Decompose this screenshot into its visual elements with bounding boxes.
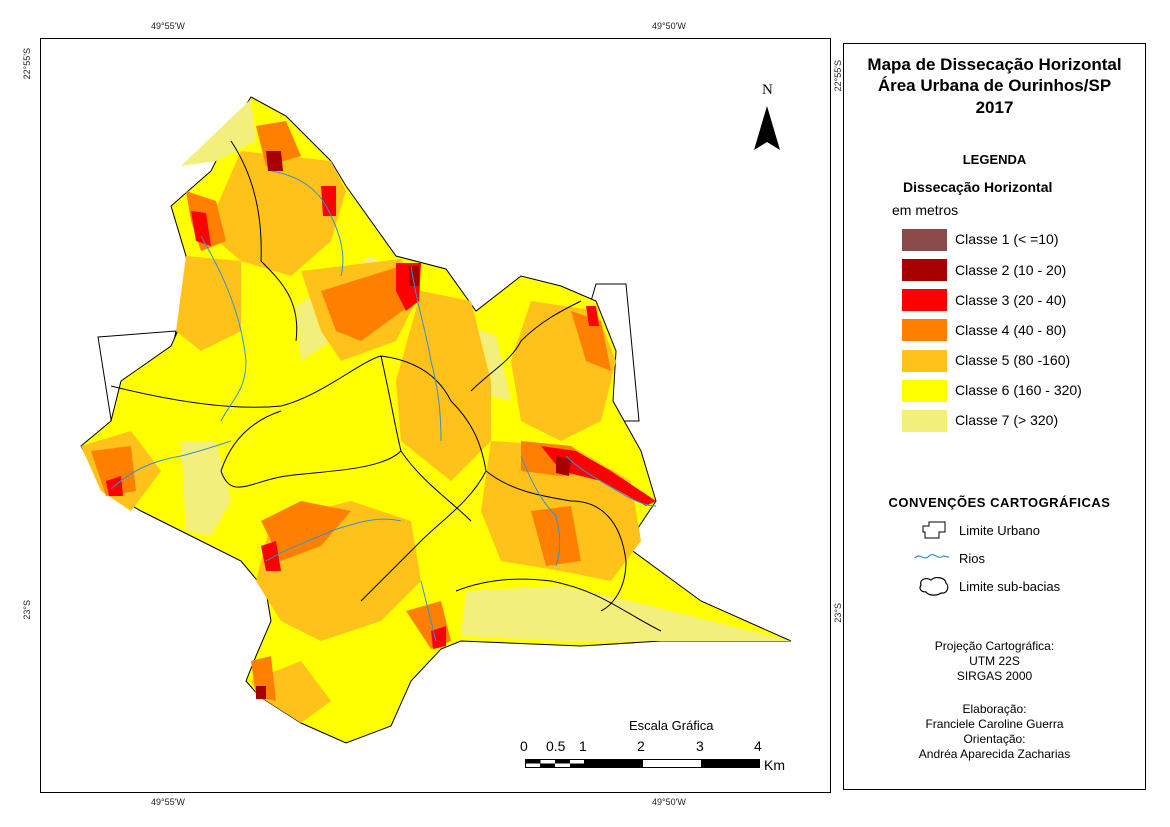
- coord-right-top: 22°55'S: [833, 60, 843, 92]
- projection-utm: UTM 22S: [969, 654, 1020, 668]
- class2-channel-1: [266, 151, 283, 171]
- class4-label: Classe 4 (40 - 80): [955, 322, 1067, 338]
- coord-bottom-right: 49°50'W: [652, 797, 686, 807]
- class5-area-8: [176, 256, 241, 351]
- credits-elaboration-label: Elaboração:: [962, 702, 1027, 716]
- credits-advisor: Andréa Aparecida Zacharias: [918, 747, 1071, 761]
- class7-area-north: [181, 99, 256, 166]
- conventions-heading: CONVENÇÕES CARTOGRÁFICAS: [888, 495, 1111, 510]
- legend-subheading: Dissecação Horizontal: [903, 179, 1053, 195]
- class2-label: Classe 2 (10 - 20): [955, 262, 1067, 278]
- class2-swatch: [902, 259, 947, 281]
- north-label: N: [762, 82, 773, 98]
- coord-top-left: 49°55'W: [151, 21, 185, 31]
- scale-tick-3: 3: [696, 738, 704, 754]
- map-title-line1: Mapa de Dissecação Horizontal: [867, 55, 1122, 74]
- scale-title: Escala Gráfica: [629, 718, 714, 733]
- class5-label: Classe 5 (80 -160): [955, 352, 1071, 368]
- map-title-line2: Área Urbana de Ourinhos/SP: [877, 76, 1112, 95]
- scale-tick-4: 4: [754, 738, 762, 754]
- class6-label: Classe 6 (160 - 320): [955, 382, 1082, 398]
- legend-unit-note: em metros: [892, 202, 959, 218]
- river-label: Rios: [959, 551, 986, 566]
- class3-channel-5: [321, 186, 336, 216]
- coord-bottom-left: 49°55'W: [151, 797, 185, 807]
- scale-tick-2: 2: [637, 738, 645, 754]
- coord-right-bottom: 23°S: [833, 603, 843, 623]
- coord-top-right: 49°50'W: [652, 21, 686, 31]
- class4-swatch: [902, 319, 947, 341]
- class4-zone-7: [91, 446, 136, 496]
- class5-swatch: [902, 350, 947, 372]
- class2-channel-4: [256, 686, 266, 699]
- class3-channel-3: [261, 541, 281, 571]
- north-arrow-icon: [754, 106, 780, 150]
- class2-channel-2: [556, 456, 571, 476]
- class1-label: Classe 1 (< =10): [955, 231, 1059, 247]
- legend-heading: LEGENDA: [962, 152, 1027, 167]
- class3-label: Classe 3 (20 - 40): [955, 292, 1067, 308]
- subbasin-limits: [110, 140, 662, 632]
- scale-tick-05: 0.5: [546, 738, 566, 754]
- class4-zone-8: [571, 311, 611, 371]
- map-frame: [40, 38, 831, 793]
- class5-area-1: [206, 151, 346, 276]
- coord-left-bottom: 23°S: [22, 600, 32, 620]
- rivers: [110, 170, 657, 642]
- coord-left-top: 22°55'S: [22, 48, 32, 80]
- class7-area-west: [181, 441, 231, 536]
- credits-author: Franciele Caroline Guerra: [925, 717, 1064, 731]
- subbasin-limit-icon: [919, 577, 949, 596]
- scale-unit: Km: [764, 757, 785, 773]
- scale-bar: [525, 759, 760, 768]
- class5-area-3: [396, 291, 491, 481]
- class7-label: Classe 7 (> 320): [955, 412, 1059, 428]
- projection-datum: SIRGAS 2000: [956, 669, 1033, 683]
- class7-swatch: [902, 410, 947, 432]
- class7-area-southeast: [461, 586, 791, 641]
- legend-panel: Mapa de Dissecação Horizontal Área Urban…: [843, 43, 1146, 790]
- subbasin-limit-label: Limite sub-bacias: [959, 579, 1061, 594]
- class1-swatch: [902, 229, 947, 251]
- urban-limit-icon: [922, 521, 946, 539]
- scale-tick-0: 0: [520, 738, 528, 754]
- class3-swatch: [902, 289, 947, 311]
- class6-swatch: [902, 380, 947, 402]
- map-title-year: 2017: [975, 98, 1014, 117]
- class4-zone-1: [321, 266, 416, 341]
- urban-limit-label: Limite Urbano: [959, 523, 1040, 538]
- class3-channel-7: [191, 211, 211, 246]
- class3-channel-8: [431, 626, 446, 649]
- class4-zone-4: [531, 506, 581, 566]
- class4-zone-2: [261, 501, 351, 561]
- dissection-map: [80, 96, 792, 744]
- river-icon: [914, 553, 950, 559]
- credits-orientation-label: Orientação:: [963, 732, 1026, 746]
- projection-heading: Projeção Cartográfica:: [934, 639, 1055, 653]
- class3-channel-6: [586, 306, 599, 326]
- scale-tick-1: 1: [579, 738, 587, 754]
